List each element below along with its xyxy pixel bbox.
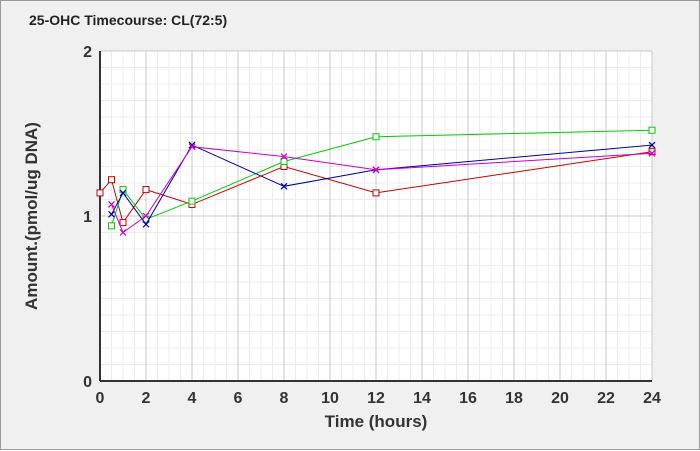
series-3-point (108, 210, 115, 218)
y-axis-label: Amount.(pmol/ug DNA) (22, 122, 41, 310)
series-1-point (119, 219, 127, 227)
series-1-point (108, 176, 115, 184)
series-2-point (119, 186, 127, 194)
series-1-point (96, 189, 104, 197)
chart-title: 25-OHC Timecourse: CL(72:5) (29, 12, 227, 28)
x-tick-label: 20 (551, 390, 569, 407)
series-3-point (280, 182, 288, 190)
x-tick-label: 2 (142, 390, 151, 407)
series-1-point (372, 189, 380, 197)
series-4-point (142, 212, 150, 220)
series-1-point (142, 186, 150, 194)
series-4 (108, 143, 656, 236)
series-3-point (648, 141, 656, 149)
series-4-point (108, 201, 115, 208)
y-tick-label: 2 (83, 44, 92, 61)
series-3-point (142, 220, 150, 228)
series-2-point (372, 133, 380, 141)
series-2-point (188, 197, 196, 205)
series-2-point (108, 222, 115, 230)
x-axis-label: Time (hours) (325, 412, 428, 431)
series-4-point (188, 143, 196, 151)
y-tick-label: 1 (83, 209, 92, 226)
x-tick-label: 14 (413, 390, 431, 407)
series-4-point (280, 153, 288, 161)
series-3-point (119, 189, 127, 197)
x-tick-label: 22 (597, 390, 615, 407)
y-tick-labels: 0 1 2 (83, 44, 92, 391)
x-tick-label: 12 (367, 390, 385, 407)
x-tick-label: 8 (280, 390, 289, 407)
x-tick-label: 4 (188, 390, 197, 407)
x-tick-label: 16 (459, 390, 477, 407)
series-4-point (648, 149, 656, 157)
series-1 (96, 148, 656, 227)
y-tick-label: 0 (83, 374, 92, 391)
x-tick-label: 24 (643, 390, 661, 407)
series-2-point (280, 158, 288, 166)
series-layer (96, 126, 656, 236)
series-1-line (99, 151, 653, 224)
x-tick-label: 0 (96, 390, 105, 407)
x-tick-label: 10 (321, 390, 339, 407)
x-tick-label: 6 (234, 390, 243, 407)
x-tick-labels: 0 2 4 6 8 10 12 14 16 18 20 22 24 (96, 390, 661, 407)
series-4-point (372, 166, 380, 174)
series-1-point (648, 148, 656, 156)
series-4-point (119, 229, 127, 236)
series-2-point (648, 126, 656, 134)
x-tick-label: 18 (505, 390, 523, 407)
